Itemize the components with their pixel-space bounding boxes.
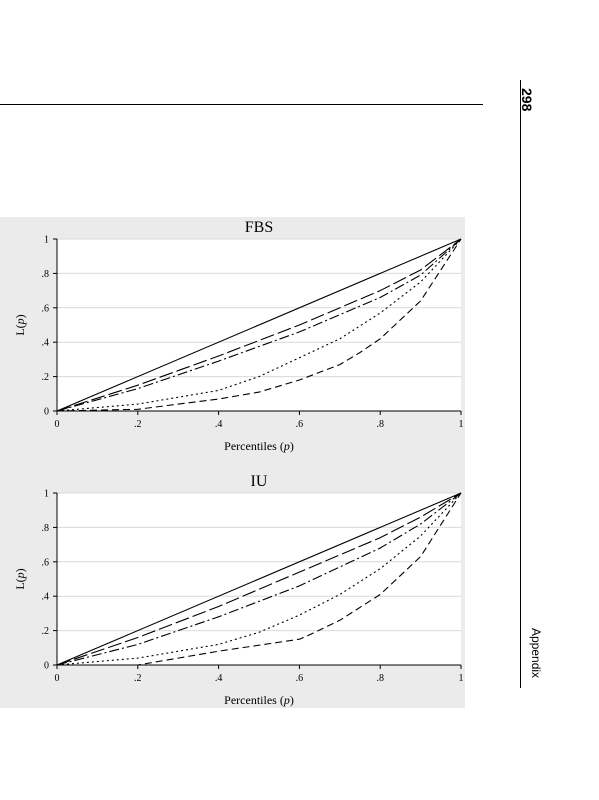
series-line-dash-dot: [56, 492, 462, 666]
x-tick-label: 1: [459, 673, 464, 684]
y-tick-label: .4: [42, 592, 50, 603]
series-line-solid: [56, 492, 462, 666]
x-tick-label: 0: [55, 673, 60, 684]
x-tick-label: 0: [55, 419, 60, 430]
y-tick-label: .6: [42, 303, 50, 314]
chart-title: FBS: [245, 219, 273, 236]
section-label: Appendix: [529, 628, 543, 679]
x-tick-label: .8: [376, 419, 384, 430]
header-rule: [0, 104, 483, 105]
x-axis-title: Percentiles (p): [224, 693, 294, 707]
y-tick-label: .8: [42, 269, 50, 280]
series-line-dashed: [57, 492, 462, 666]
margin-rule: [520, 80, 521, 688]
y-axis-title: L(p): [13, 314, 27, 335]
x-tick-label: .4: [215, 673, 223, 684]
chart-title: IU: [251, 473, 268, 490]
series-line-dashed: [56, 238, 462, 412]
x-tick-label: .2: [134, 673, 142, 684]
lorenz-curves-figure: 0 .2 .4 .6 .8 1 0 .2 .4 .6 .8 1 FBS Percentiles (p) L(…: [13, 219, 464, 707]
series-line-solid: [56, 238, 462, 412]
y-tick-label: 0: [44, 661, 49, 672]
y-tick-label: 1: [44, 235, 49, 246]
y-tick-label: .2: [42, 372, 50, 383]
x-tick-label: .2: [134, 419, 142, 430]
series-line-long-dash: [56, 238, 462, 412]
y-axis-title: L(p): [13, 568, 27, 589]
y-tick-label: .2: [42, 626, 50, 637]
figure-panel: 0 .2 .4 .6 .8 1 0 .2 .4 .6 .8 1 FBS Percentiles (p) L(…: [0, 217, 465, 708]
page-number: 298: [519, 88, 535, 112]
series-line-dotted: [56, 238, 462, 412]
series-line-dash-dot: [56, 238, 462, 412]
x-tick-label: .6: [296, 419, 304, 430]
series-line-long-dash: [56, 492, 462, 666]
y-tick-label: 0: [44, 407, 49, 418]
x-tick-label: .8: [376, 673, 384, 684]
x-tick-label: 1: [459, 419, 464, 430]
y-tick-label: .4: [42, 338, 50, 349]
x-tick-label: .6: [296, 673, 304, 684]
y-tick-label: .6: [42, 557, 50, 568]
x-tick-label: .4: [215, 419, 223, 430]
y-tick-label: .8: [42, 523, 50, 534]
x-axis-title: Percentiles (p): [224, 439, 294, 453]
y-tick-label: 1: [44, 489, 49, 500]
